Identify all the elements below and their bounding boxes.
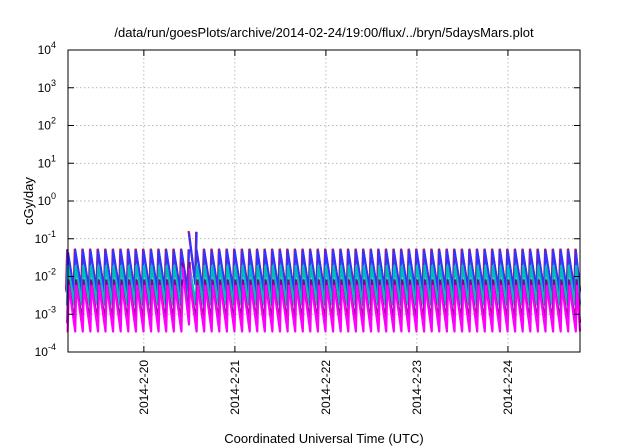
y-tick-label-exponent: 4 (51, 40, 56, 50)
y-tick-label-base: 10 (38, 194, 52, 208)
y-tick-label-exponent: 0 (51, 191, 56, 201)
x-tick-label: 2014-2-20 (137, 360, 151, 415)
x-tick-label: 2014-2-24 (501, 360, 515, 415)
y-tick-label: 10-4 (35, 342, 56, 359)
y-tick-label-exponent: 1 (51, 153, 56, 163)
x-axis: 2014-2-20 2014-2-21 2014-2-22 2014-2-23 2014… (137, 50, 515, 415)
y-tick-label-base: 10 (35, 232, 49, 246)
y-tick-label-base: 10 (38, 43, 52, 57)
y-tick-label-base: 10 (38, 81, 52, 95)
y-tick-label-exponent: 3 (51, 78, 56, 88)
y-tick-label: 102 (38, 116, 56, 133)
y-tick-label-base: 10 (38, 156, 52, 170)
y-tick-label-base: 10 (35, 270, 49, 284)
y-tick-label: 101 (38, 153, 56, 170)
chart-title: /data/run/goesPlots/archive/2014-02-24/1… (114, 25, 534, 40)
x-axis-label: Coordinated Universal Time (UTC) (224, 431, 423, 446)
y-tick-label: 100 (38, 191, 56, 208)
plot-series (65, 230, 582, 333)
y-tick-label: 103 (38, 78, 56, 95)
y-tick-label-exponent: -4 (48, 342, 56, 352)
y-tick-label-base: 10 (35, 307, 49, 321)
y-tick-label-exponent: -1 (48, 229, 56, 239)
y-tick-label-base: 10 (38, 119, 52, 133)
x-tick-label: 2014-2-23 (410, 360, 424, 415)
y-tick-label: 10-1 (35, 229, 56, 246)
y-tick-label: 10-3 (35, 304, 56, 321)
y-tick-label: 10-2 (35, 267, 56, 284)
y-tick-label-exponent: -3 (48, 304, 56, 314)
y-tick-label-exponent: 2 (51, 116, 56, 126)
y-tick-label-exponent: -2 (48, 267, 56, 277)
x-tick-label: 2014-2-22 (319, 360, 333, 415)
y-axis-label: cGy/day (21, 177, 36, 225)
y-tick-label: 104 (38, 40, 56, 57)
x-tick-label: 2014-2-21 (228, 360, 242, 415)
y-tick-label-base: 10 (35, 345, 49, 359)
